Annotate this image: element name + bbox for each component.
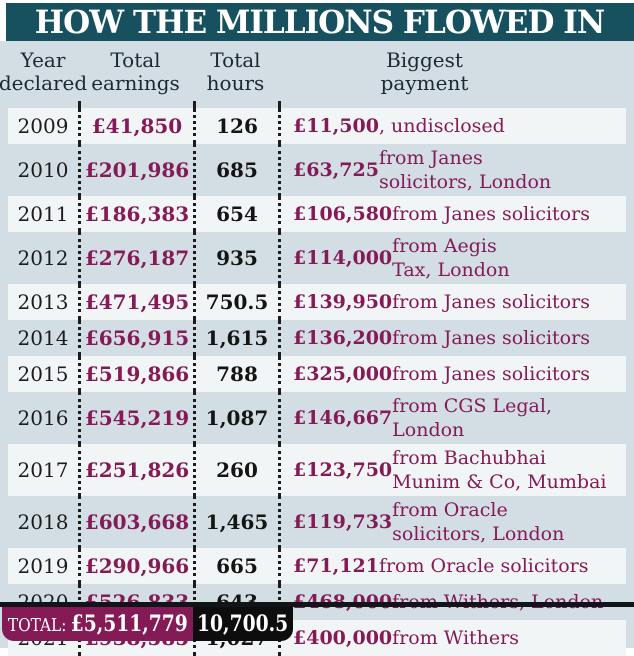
- payment-cell: £139,950 from Janes solicitors: [278, 284, 626, 320]
- hours-cell: 1,465: [193, 496, 278, 548]
- payment-amount: £114,000: [293, 247, 393, 269]
- year-cell: 2017: [17, 458, 69, 482]
- payment-amount: £123,750: [293, 459, 393, 481]
- year-cell: 2009: [17, 114, 69, 138]
- payment-detail: from Oracle solicitors, London: [392, 499, 565, 545]
- hours-cell: 654: [193, 196, 278, 232]
- total-row: TOTAL: £5,511,779 10,700.5: [2, 607, 634, 641]
- payment-amount: £325,000: [293, 363, 393, 385]
- earnings-cell: £471,495: [78, 284, 193, 320]
- payment-detail: from Janes solicitors, London: [378, 147, 552, 193]
- payment-detail: , undisclosed: [378, 115, 505, 137]
- payment-detail: from Janes solicitors: [392, 203, 590, 225]
- table-row: 2011 £186,383 654 £106,580 from Janes so…: [8, 196, 626, 232]
- payment-cell: £123,750 from Bachubhai Munim & Co, Mumb…: [278, 444, 626, 496]
- earnings-cell: £603,668: [78, 496, 193, 548]
- payment-cell: £146,667 from CGS Legal, London: [278, 392, 626, 444]
- total-hours-value: 10,700.5: [197, 611, 289, 637]
- payment-cell: £71,121 from Oracle solicitors: [278, 548, 626, 584]
- year-cell: 2010: [17, 158, 69, 182]
- total-section: TOTAL: £5,511,779 10,700.5: [0, 602, 634, 641]
- year-cell: 2016: [17, 406, 69, 430]
- year-cell: 2012: [17, 246, 69, 270]
- payment-amount: £63,725: [293, 159, 379, 181]
- payment-cell: £11,500, undisclosed: [278, 108, 626, 144]
- payment-amount: £11,500: [293, 115, 379, 137]
- payment-amount: £146,667: [293, 407, 393, 429]
- table-row: 2015 £519,866 788 £325,000 from Janes so…: [8, 356, 626, 392]
- total-earnings-value: £5,511,779: [70, 611, 188, 637]
- payment-detail: from Janes solicitors: [392, 291, 590, 313]
- payment-amount: £119,733: [293, 511, 393, 533]
- total-label: TOTAL:: [7, 615, 67, 636]
- table-row: 2010 £201,986 685 £63,725 from Janes sol…: [8, 144, 626, 196]
- page-title: HOW THE MILLIONS FLOWED IN: [35, 3, 605, 41]
- payment-cell: £106,580 from Janes solicitors: [278, 196, 626, 232]
- table-row: 2014 £656,915 1,615 £136,200 from Janes …: [8, 320, 626, 356]
- payment-amount: £136,200: [293, 327, 393, 349]
- header-hours: Total hours: [206, 48, 265, 95]
- payment-amount: £400,000: [293, 627, 393, 649]
- payment-detail: from CGS Legal, London: [392, 395, 553, 441]
- table-row: 2019 £290,966 665 £71,121 from Oracle so…: [8, 548, 626, 584]
- earnings-cell: £519,866: [78, 356, 193, 392]
- table-row: 2009 £41,850 126 £11,500, undisclosed: [8, 108, 626, 144]
- earnings-cell: £186,383: [78, 196, 193, 232]
- year-cell: 2015: [17, 362, 69, 386]
- hours-cell: 126: [193, 108, 278, 144]
- header-payment: Biggest payment: [380, 48, 469, 95]
- earnings-cell: £656,915: [78, 320, 193, 356]
- table-row: 2016 £545,219 1,087 £146,667 from CGS Le…: [8, 392, 626, 444]
- hours-cell: 788: [193, 356, 278, 392]
- earnings-cell: £276,187: [78, 232, 193, 284]
- payment-cell: £63,725 from Janes solicitors, London: [278, 144, 626, 196]
- total-hours-box: 10,700.5: [193, 607, 293, 641]
- payment-detail: from Aegis Tax, London: [392, 235, 510, 281]
- year-cell: 2014: [17, 326, 69, 350]
- hours-cell: 750.5: [193, 284, 278, 320]
- table-row: 2012 £276,187 935 £114,000 from Aegis Ta…: [8, 232, 626, 284]
- table: Year declared Total earnings Total hours…: [0, 41, 634, 656]
- payment-cell: £119,733 from Oracle solicitors, London: [278, 496, 626, 548]
- hours-cell: 665: [193, 548, 278, 584]
- payment-cell: £136,200 from Janes solicitors: [278, 320, 626, 356]
- hours-cell: 260: [193, 444, 278, 496]
- year-cell: 2011: [17, 202, 69, 226]
- total-divider-line: [0, 602, 634, 607]
- hours-cell: 685: [193, 144, 278, 196]
- payment-amount: £139,950: [293, 291, 393, 313]
- table-rows: 2009 £41,850 126 £11,500, undisclosed 20…: [0, 108, 634, 656]
- earnings-cell: £251,826: [78, 444, 193, 496]
- payment-detail: from Oracle solicitors: [378, 555, 589, 577]
- header-divider: [8, 101, 626, 108]
- year-cell: 2018: [17, 510, 69, 534]
- earnings-cell: £290,966: [78, 548, 193, 584]
- earnings-cell: £545,219: [78, 392, 193, 444]
- header-row: Year declared Total earnings Total hours…: [0, 41, 626, 101]
- total-earnings-box: TOTAL: £5,511,779: [2, 607, 193, 641]
- payment-amount: £106,580: [293, 203, 393, 225]
- earnings-cell: £201,986: [78, 144, 193, 196]
- table-row: 2018 £603,668 1,465 £119,733 from Oracle…: [8, 496, 626, 548]
- table-row: 2017 £251,826 260 £123,750 from Bachubha…: [8, 444, 626, 496]
- year-cell: 2019: [17, 554, 69, 578]
- hours-cell: 1,087: [193, 392, 278, 444]
- hours-cell: 1,615: [193, 320, 278, 356]
- header-earnings: Total earnings: [91, 48, 180, 95]
- title-bar: HOW THE MILLIONS FLOWED IN: [6, 3, 634, 41]
- header-year: Year declared: [0, 48, 88, 95]
- earnings-cell: £41,850: [78, 108, 193, 144]
- payment-cell: £325,000 from Janes solicitors: [278, 356, 626, 392]
- payment-detail: from Janes solicitors: [392, 363, 590, 385]
- table-row: 2013 £471,495 750.5 £139,950 from Janes …: [8, 284, 626, 320]
- payment-detail: from Janes solicitors: [392, 327, 590, 349]
- payment-detail: from Bachubhai Munim & Co, Mumbai: [392, 447, 607, 493]
- hours-cell: 935: [193, 232, 278, 284]
- payment-cell: £114,000 from Aegis Tax, London: [278, 232, 626, 284]
- payment-detail: from Withers: [392, 627, 519, 649]
- year-cell: 2013: [17, 290, 69, 314]
- payment-amount: £71,121: [293, 555, 379, 577]
